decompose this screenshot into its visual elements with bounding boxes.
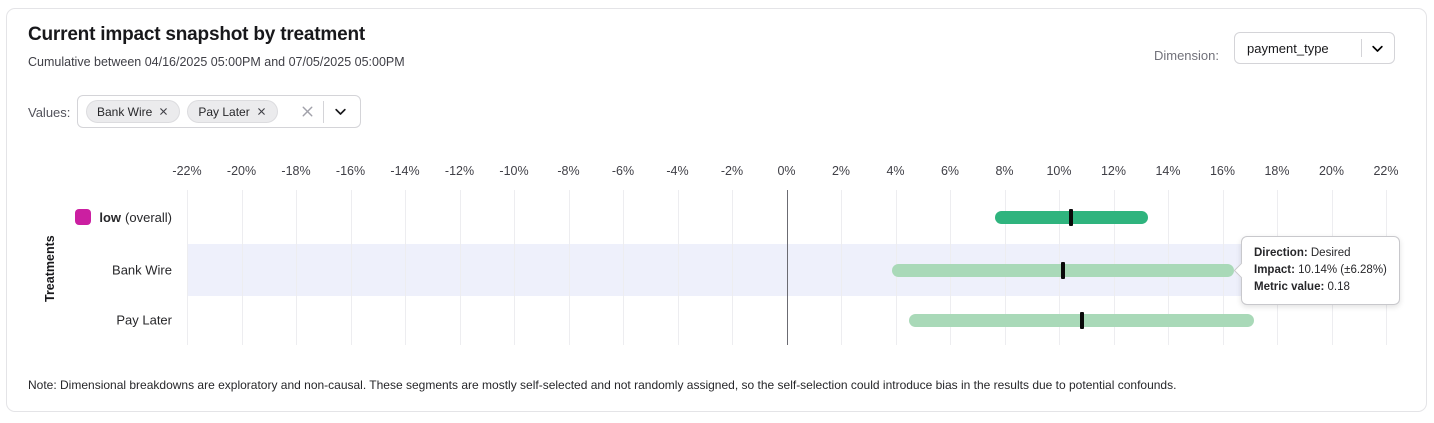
x-axis-tick-label: 6% (940, 164, 960, 178)
x-axis-tick-label: -16% (335, 164, 366, 178)
values-label: Values: (28, 105, 71, 120)
date-range-subtitle: Cumulative between 04/16/2025 05:00PM an… (28, 55, 405, 69)
dimension-label: Dimension: (1153, 48, 1219, 63)
x-axis-tick-label: -14% (390, 164, 420, 178)
gridline (514, 190, 515, 345)
gridline (568, 190, 570, 345)
dimension-select[interactable]: payment_type (1234, 32, 1395, 64)
impact-snapshot-card: Current impact snapshot by treatment Cum… (6, 8, 1427, 412)
gridline (841, 190, 842, 345)
legend-swatch (75, 209, 92, 225)
row-label: Bank Wire (7, 263, 172, 278)
x-axis-tick-label: 0% (777, 164, 796, 178)
x-axis-tick-label: 2% (831, 164, 851, 178)
x-axis-tick-label: -20% (226, 164, 257, 178)
tooltip-metric-value: Metric value: 0.18 (1254, 281, 1350, 293)
clear-values-button[interactable] (299, 103, 316, 120)
values-chevron-down-icon[interactable] (331, 104, 350, 119)
x-axis-tick-label: -22% (172, 164, 202, 178)
x-axis-tick-label: 20% (1318, 164, 1345, 178)
value-chip-label: Pay Later (198, 104, 250, 119)
impact-chart: Treatments Direction: Desired Impact: 10… (7, 149, 1428, 367)
row-label-note: (overall) (125, 209, 172, 225)
x-axis-tick-label: 12% (1100, 164, 1127, 178)
select-divider (1361, 39, 1362, 57)
row-label-text: Bank Wire (112, 262, 172, 278)
bar-tooltip: Direction: Desired Impact: 10.14% (±6.28… (1241, 236, 1400, 305)
x-axis-tick-label: -2% (720, 164, 744, 178)
tooltip-impact: Impact: 10.14% (±6.28%) (1254, 264, 1387, 276)
gridline (732, 190, 733, 345)
gridline (623, 190, 624, 345)
gridline (405, 190, 406, 345)
x-axis-tick-label: -4% (666, 164, 689, 178)
x-axis-tick-label: 16% (1209, 164, 1236, 178)
remove-chip-icon[interactable] (256, 106, 267, 117)
x-axis-tick-label: 8% (995, 164, 1014, 178)
remove-chip-icon[interactable] (158, 106, 169, 117)
x-axis-tick-label: -6% (611, 164, 635, 178)
x-axis-tick-label: 4% (886, 164, 905, 178)
x-axis-tick-label: -8% (557, 164, 580, 178)
dimension-selected-value: payment_type (1247, 40, 1329, 56)
chevron-down-icon[interactable] (1370, 41, 1385, 56)
row-label-text: low (99, 209, 122, 225)
impact-point-marker (1060, 261, 1065, 279)
gridline (459, 190, 461, 345)
zero-axis-line (786, 190, 788, 345)
row-label: low (overall) (7, 209, 172, 225)
gridline (296, 190, 297, 345)
x-axis-tick-label: 18% (1264, 164, 1290, 178)
impact-point-marker (1079, 311, 1084, 329)
gridline (350, 190, 352, 345)
gridline (677, 190, 679, 345)
row-label-text: Pay Later (116, 312, 172, 328)
row-label: Pay Later (7, 313, 172, 328)
select-divider (322, 100, 324, 123)
gridline (241, 190, 243, 345)
x-axis-tick-label: 10% (1046, 164, 1072, 178)
impact-point-marker (1068, 208, 1073, 226)
value-chip[interactable]: Pay Later (187, 100, 278, 123)
page-title: Current impact snapshot by treatment (28, 24, 365, 45)
tooltip-direction: Direction: Desired (1254, 247, 1351, 259)
x-axis-tick-label: -12% (444, 164, 475, 178)
x-axis-tick-label: -18% (281, 164, 311, 178)
value-chip[interactable]: Bank Wire (86, 100, 181, 123)
footnote: Note: Dimensional breakdowns are explora… (28, 378, 1177, 392)
value-chip-label: Bank Wire (97, 104, 153, 119)
values-multiselect[interactable]: Bank Wire Pay Later (77, 95, 361, 128)
x-axis-tick-label: 22% (1373, 164, 1399, 178)
gridline (187, 190, 188, 345)
x-axis-tick-label: 14% (1155, 164, 1181, 178)
x-axis-tick-label: -10% (499, 164, 529, 178)
